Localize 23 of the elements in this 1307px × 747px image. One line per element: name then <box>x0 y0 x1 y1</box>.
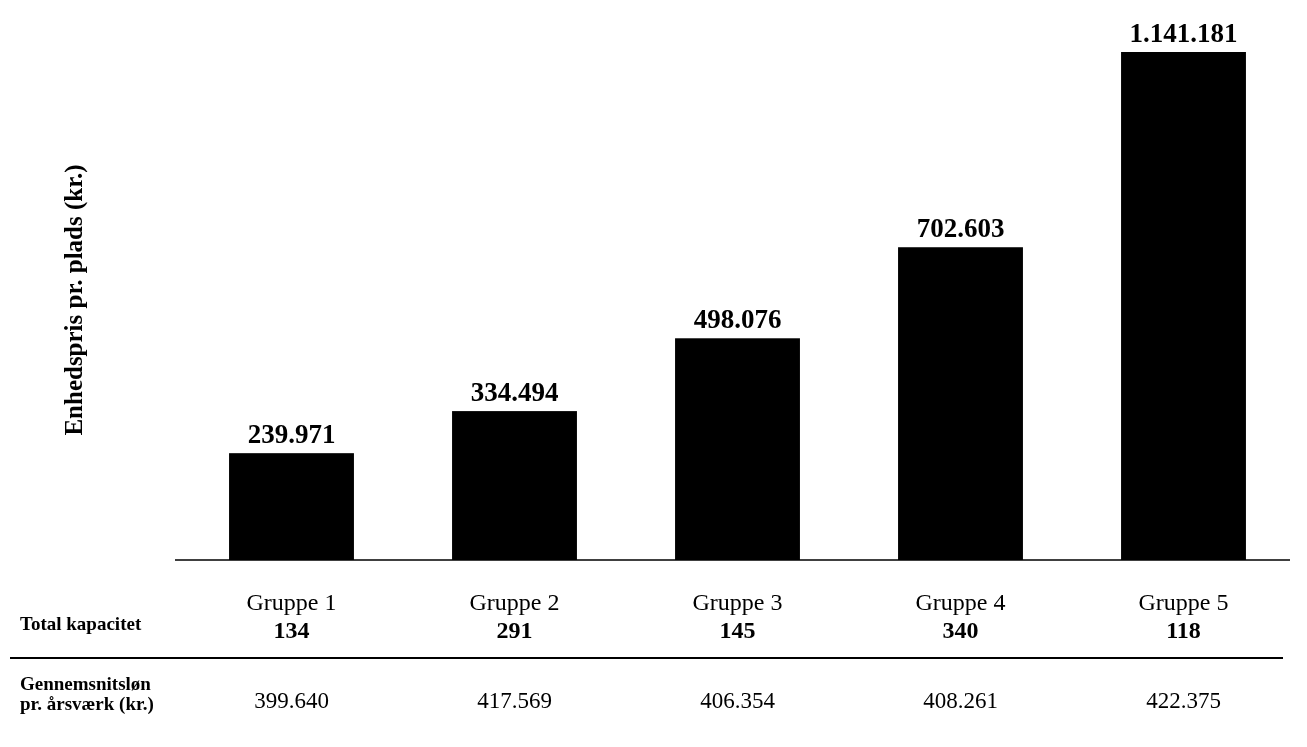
text: 134 <box>273 617 310 643</box>
text: Total kapacitet <box>20 613 142 634</box>
text: 408.261 <box>923 688 998 713</box>
text: 340 <box>942 617 979 643</box>
data-label: 702.603 <box>916 213 1005 244</box>
text: 145 <box>719 617 756 643</box>
x-tick-label: Gruppe 2 <box>469 589 560 615</box>
x-tick-label: Gruppe 1 <box>246 589 337 615</box>
x-tick-label: Gruppe 5 <box>1138 589 1229 615</box>
y-axis-title: Enhedspris pr. plads (kr.) <box>60 164 88 436</box>
data-label: 498.076 <box>693 304 782 335</box>
text: 422.375 <box>1146 688 1221 713</box>
text: Gennemsnitsløn pr. årsværk (kr.) <box>20 673 154 715</box>
text: 417.569 <box>477 688 552 713</box>
text: 118 <box>1166 617 1201 643</box>
text: 291 <box>496 617 533 643</box>
text: 406.354 <box>700 688 776 713</box>
data-label: 1.141.181 <box>1129 18 1238 48</box>
data-label: 334.494 <box>470 377 559 408</box>
data-label: 239.971 <box>247 419 336 450</box>
text: 399.640 <box>254 688 329 713</box>
x-tick-label: Gruppe 4 <box>915 589 1006 615</box>
x-tick-label: Gruppe 3 <box>692 589 783 615</box>
